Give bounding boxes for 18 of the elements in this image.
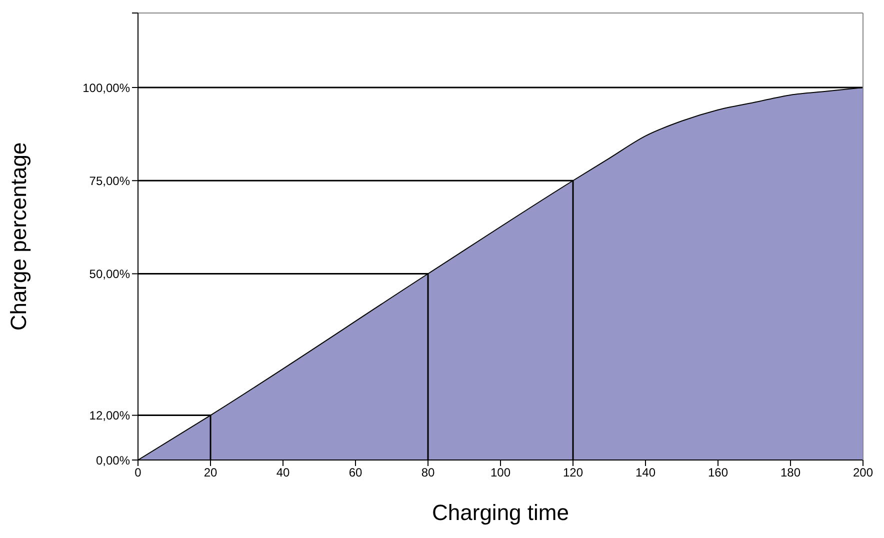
y-tick-label: 100,00% [82,80,130,95]
x-tick-label: 20 [204,466,218,480]
x-tick-label: 120 [562,466,584,480]
x-tick-label: 180 [780,466,801,480]
x-tick-label: 40 [276,466,290,480]
x-tick-label: 60 [348,466,362,480]
x-tick-label: 200 [852,466,874,480]
y-tick-label: 12,00% [89,408,130,423]
y-tick-label: 0,00% [96,453,130,468]
x-axis-title: Charging time [432,500,569,525]
x-tick-label: 100 [490,466,511,480]
x-tick-label: 80 [421,466,435,480]
x-tick-label: 140 [635,466,656,480]
y-tick-label: 75,00% [89,174,130,188]
x-tick-label: 160 [708,466,728,480]
y-axis-title: Charge percentage [6,142,31,331]
x-tick-label: 0 [134,466,142,480]
y-tick-label: 50,00% [89,267,130,282]
